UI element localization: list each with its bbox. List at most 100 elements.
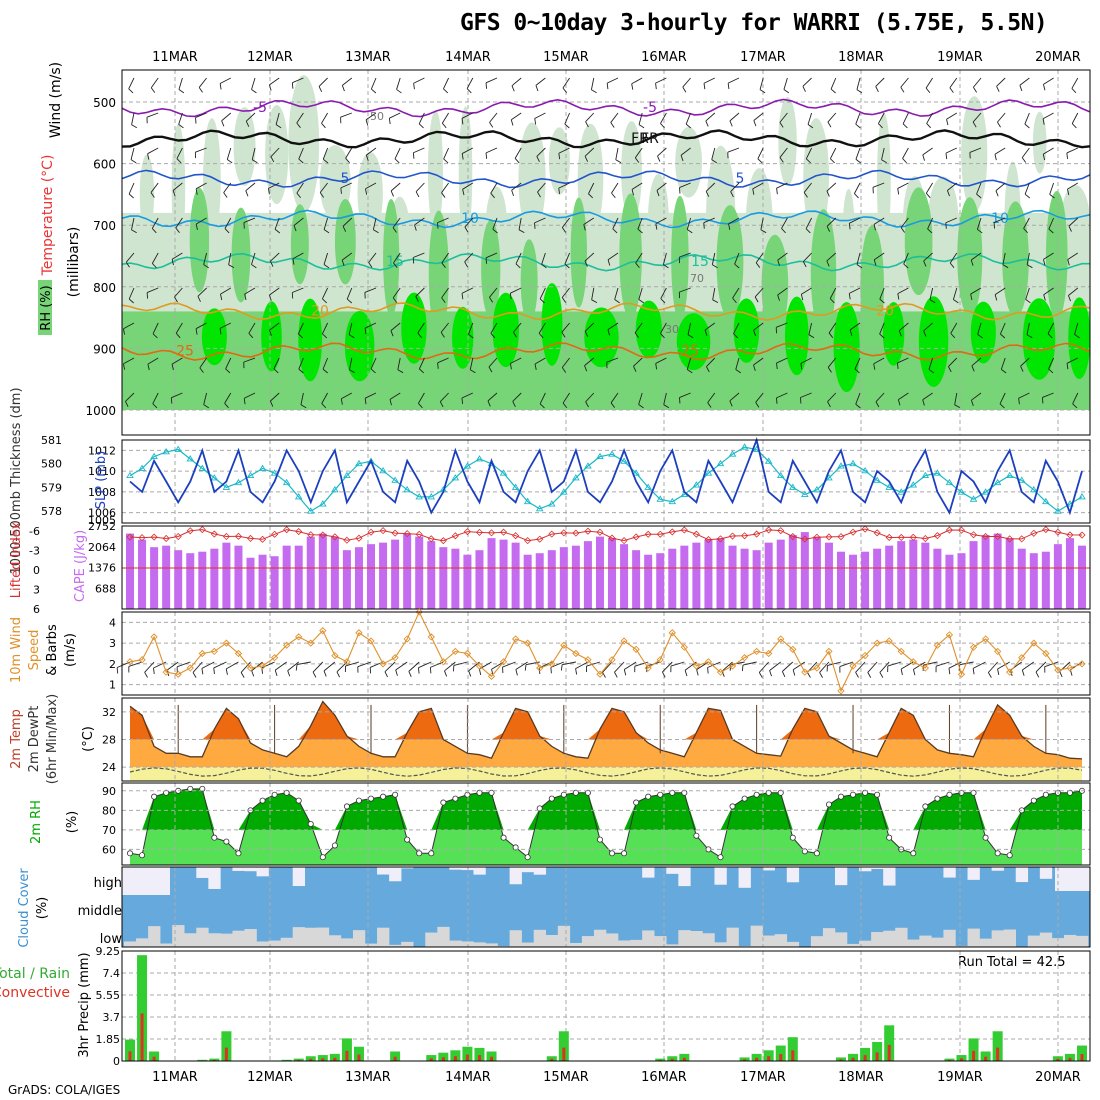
- wind-barb: [1043, 287, 1054, 296]
- wind-barb: [948, 357, 958, 367]
- wind-barb: [175, 217, 183, 229]
- li-point: [283, 526, 291, 534]
- precip-bar: [667, 1056, 678, 1061]
- precip-conv-bar: [791, 1050, 795, 1061]
- wind-barb-flag: [296, 192, 301, 199]
- wind-barb: [131, 112, 135, 125]
- wind-barb: [415, 287, 425, 297]
- wind-barb: [321, 392, 328, 404]
- precip-conv-bar: [996, 1047, 1000, 1061]
- cape-bar: [342, 550, 351, 609]
- wind-barb: [394, 147, 401, 159]
- wind-barb: [384, 661, 396, 672]
- wind-barb-flag: [777, 259, 781, 266]
- wind-barb-flag: [390, 190, 394, 197]
- cloud-low-gap: [991, 930, 1004, 947]
- rh-patch: [344, 311, 375, 382]
- li-tick: -6: [29, 525, 40, 538]
- wind-barb-flag: [561, 227, 567, 233]
- li-point: [1006, 535, 1014, 543]
- wind-barb-flag: [1048, 368, 1054, 374]
- wind-barb-flag: [441, 297, 446, 303]
- wind-barb: [147, 357, 159, 365]
- wind-barb-flag: [220, 294, 223, 301]
- wind-barb: [635, 252, 643, 264]
- rh-point: [331, 842, 338, 849]
- wind-barb-flag: [783, 89, 790, 94]
- wind-barb: [213, 661, 227, 669]
- wind-point: [427, 633, 435, 641]
- wind-barb: [345, 661, 360, 667]
- wind-barb: [682, 77, 691, 88]
- wind-barb: [902, 112, 909, 124]
- rh-patch: [918, 296, 949, 387]
- thickness-point: [306, 507, 315, 514]
- cape-bar: [126, 533, 134, 609]
- cloud-low-gap: [630, 939, 643, 947]
- rh-point: [259, 797, 266, 804]
- wind-barb: [341, 252, 353, 261]
- precip-bar: [486, 1051, 497, 1061]
- wind-barb: [502, 661, 516, 668]
- thickness-point: [644, 483, 652, 490]
- wind-barb: [663, 392, 667, 405]
- wind-point: [463, 649, 472, 658]
- wind-barb: [977, 322, 982, 335]
- precip-bar: [450, 1050, 461, 1061]
- wind-barb-flag: [634, 157, 640, 163]
- cape-bar: [885, 545, 894, 609]
- wind-barb: [389, 392, 401, 400]
- li-point: [861, 525, 869, 533]
- wind-barb: [514, 147, 522, 159]
- wind-barb-flag: [323, 264, 330, 269]
- wind-barb: [564, 252, 571, 265]
- wind-barb-flag: [610, 122, 615, 128]
- wind-barb-flag: [245, 190, 249, 197]
- rh-point: [536, 805, 543, 812]
- thickness-point: [499, 469, 508, 476]
- wind-barb-flag: [295, 664, 298, 671]
- isotherm-label: 15: [691, 254, 709, 270]
- cloud-low-gap: [124, 941, 137, 947]
- precip-conv-bar: [562, 1047, 566, 1061]
- cape-bar: [463, 554, 472, 609]
- wind-barb: [755, 392, 764, 403]
- wind-barb: [757, 147, 764, 159]
- date-label-top: 14MAR: [445, 50, 491, 65]
- cloud-low-gap: [883, 930, 896, 947]
- thickness-point: [572, 474, 580, 481]
- wind-barb: [130, 147, 135, 160]
- cloud-axis-label: Cloud Cover: [17, 868, 32, 948]
- precip-conv-bar: [441, 1057, 445, 1061]
- precip-bar: [341, 1038, 352, 1061]
- wind-barb: [734, 252, 740, 265]
- wind-barb-flag: [1043, 294, 1046, 301]
- wind-barb-flag: [881, 159, 887, 164]
- wind-barb: [606, 77, 619, 84]
- wind-barb-flag: [274, 669, 278, 676]
- precip-bar: [474, 1047, 485, 1061]
- wind-barb: [730, 661, 745, 666]
- wind-barb: [197, 287, 207, 297]
- wind-barb: [849, 287, 861, 294]
- wind-barb: [395, 661, 408, 671]
- rh-patch: [171, 123, 186, 255]
- wind-barb: [590, 77, 595, 90]
- wind-barb-flag: [199, 367, 204, 373]
- wind-barb: [1072, 392, 1079, 405]
- rh-point: [874, 791, 881, 798]
- rh-point: [693, 832, 700, 839]
- li-point: [596, 528, 604, 536]
- wind-barb: [760, 217, 764, 230]
- wind-barb: [588, 182, 595, 194]
- rh-point: [548, 795, 555, 802]
- wind-barb: [733, 322, 740, 334]
- wind-point: [415, 608, 423, 616]
- rh-patch: [265, 105, 289, 205]
- wind-barb: [856, 77, 861, 90]
- wind-barb: [490, 322, 498, 334]
- wind-barb: [468, 322, 474, 335]
- cloud-low-gap: [172, 925, 185, 947]
